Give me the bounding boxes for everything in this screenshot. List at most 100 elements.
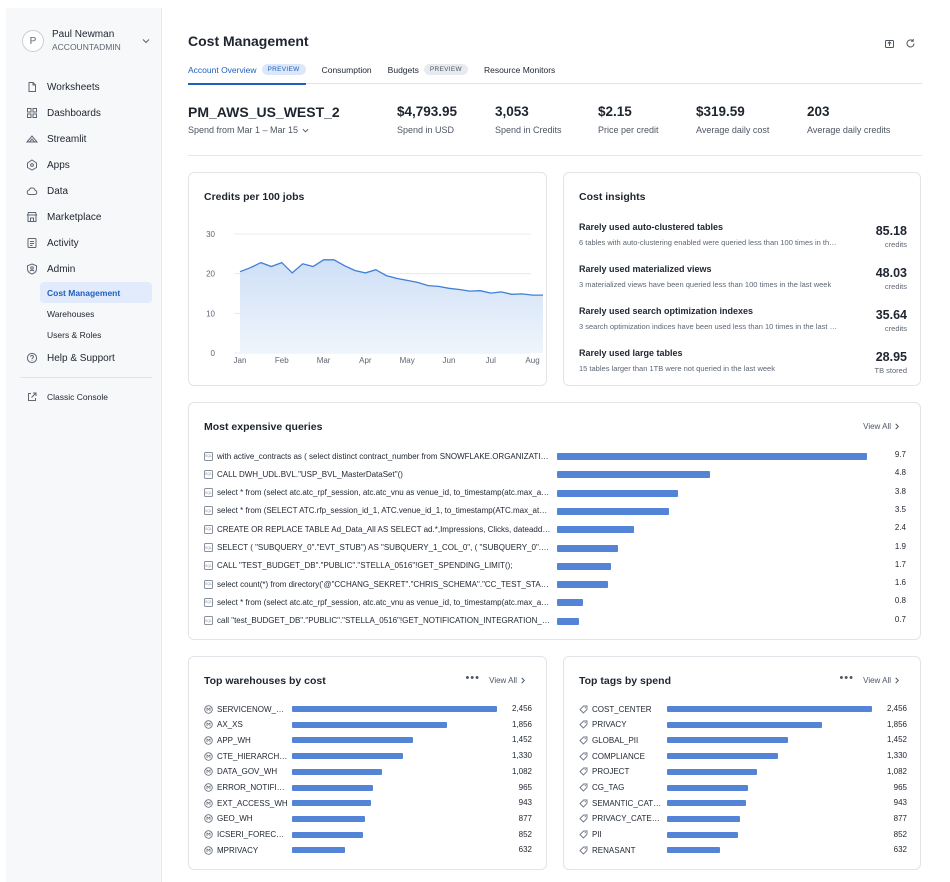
tag-row[interactable]: GLOBAL_PII 1,452 bbox=[579, 732, 907, 748]
query-text: select * from (select atc.atc_rpf_sessio… bbox=[217, 488, 551, 498]
view-all-label: View All bbox=[489, 676, 517, 685]
insight-item[interactable]: Rarely used large tables 15 tables large… bbox=[579, 348, 907, 384]
row-value: 1,452 bbox=[511, 735, 532, 745]
sidebar-item-classic-console[interactable]: Classic Console bbox=[6, 384, 162, 410]
sidebar-item-data[interactable]: Data bbox=[6, 178, 162, 204]
chart-x-tick-label: May bbox=[400, 356, 415, 365]
sidebar-subitem-cost-management[interactable]: Cost Management bbox=[40, 282, 152, 303]
sidebar-item-help[interactable]: Help & Support bbox=[6, 345, 162, 371]
row-bar bbox=[667, 815, 741, 822]
query-row[interactable]: SQL select * from (SELECT ATC.rfp_session… bbox=[204, 502, 906, 520]
sidebar-subitem-users-roles[interactable]: Users & Roles bbox=[47, 329, 102, 340]
view-all-link[interactable]: View All bbox=[489, 676, 526, 685]
tag-row[interactable]: PRIVACY 1,856 bbox=[579, 717, 907, 733]
row-bar bbox=[667, 784, 748, 791]
tag-row[interactable]: PROJECT 1,082 bbox=[579, 764, 907, 780]
tag-row[interactable]: COMPLIANCE 1,330 bbox=[579, 748, 907, 764]
query-text: call "test_BUDGET_DB"."PUBLIC"."STELLA_0… bbox=[217, 616, 551, 626]
view-all-link[interactable]: View All bbox=[863, 676, 900, 685]
sidebar-subitem-warehouses[interactable]: Warehouses bbox=[47, 308, 95, 319]
sidebar-item-marketplace[interactable]: Marketplace bbox=[6, 204, 162, 230]
tag-row[interactable]: SEMANTIC_CATEGORY 943 bbox=[579, 795, 907, 811]
sql-file-icon: SQL bbox=[204, 488, 213, 498]
metric-value: 3,053 bbox=[495, 104, 529, 119]
warehouse-row[interactable]: CTE_HIERARCHY_WH 1,330 bbox=[204, 748, 532, 764]
warehouse-icon bbox=[204, 704, 213, 714]
insight-item[interactable]: Rarely used materialized views 3 materia… bbox=[579, 264, 907, 300]
user-menu[interactable]: P Paul Newman ACCOUNTADMIN bbox=[14, 24, 156, 58]
row-value: 852 bbox=[893, 829, 907, 839]
tab-resource-monitors[interactable]: Resource Monitors bbox=[484, 62, 555, 84]
sidebar-item-worksheets[interactable]: Worksheets bbox=[6, 74, 162, 100]
sidebar-item-apps[interactable]: Apps bbox=[6, 152, 162, 178]
sidebar-item-label: Worksheets bbox=[47, 81, 100, 93]
row-name: CTE_HIERARCHY_WH bbox=[217, 751, 289, 761]
chevron-right-icon bbox=[895, 677, 899, 684]
tab-account-overview[interactable]: Account Overview PREVIEW bbox=[188, 62, 306, 85]
row-bar bbox=[292, 784, 373, 791]
date-range-select[interactable]: Spend from Mar 1 – Mar 15 bbox=[188, 125, 340, 135]
query-bar bbox=[557, 617, 580, 625]
expensive-queries-card: Most expensive queries View All SQL with … bbox=[188, 402, 921, 640]
warehouse-row[interactable]: ERROR_NOTIFICATION_WH 965 bbox=[204, 780, 532, 796]
query-row[interactable]: SQL CALL "TEST_BUDGET_DB"."PUBLIC"."STELL… bbox=[204, 557, 906, 575]
more-options-icon[interactable]: ••• bbox=[465, 672, 480, 684]
chart-y-tick-label: 10 bbox=[206, 309, 215, 318]
tab-consumption[interactable]: Consumption bbox=[322, 62, 372, 84]
warehouse-row[interactable]: GEO_WH 877 bbox=[204, 811, 532, 827]
tag-row[interactable]: PII 852 bbox=[579, 827, 907, 843]
sidebar-item-dashboards[interactable]: Dashboards bbox=[6, 100, 162, 126]
sidebar-nav: Worksheets Dashboards Streamlit Apps Dat… bbox=[6, 74, 162, 410]
warehouse-row[interactable]: DATA_GOV_WH 1,082 bbox=[204, 764, 532, 780]
row-name: SEMANTIC_CATEGORY bbox=[592, 798, 664, 808]
view-all-link[interactable]: View All bbox=[863, 422, 900, 431]
file-icon bbox=[26, 81, 38, 93]
insight-desc: 3 search optimization indices have been … bbox=[579, 322, 839, 331]
more-options-icon[interactable]: ••• bbox=[839, 672, 854, 684]
chart-x-tick-label: Feb bbox=[275, 356, 289, 365]
row-value: 1,330 bbox=[886, 751, 907, 761]
query-row[interactable]: SQL with active_contracts as ( select dis… bbox=[204, 447, 906, 465]
warehouse-row[interactable]: ICSERI_FORECAST 852 bbox=[204, 827, 532, 843]
metric-value: $4,793.95 bbox=[397, 104, 458, 119]
sidebar-divider bbox=[20, 377, 152, 378]
page-title: Cost Management bbox=[188, 33, 309, 49]
row-name: EXT_ACCESS_WH bbox=[217, 798, 288, 808]
tab-budgets[interactable]: Budgets PREVIEW bbox=[388, 62, 468, 84]
warehouse-row[interactable]: MPRIVACY 632 bbox=[204, 842, 532, 858]
query-row[interactable]: SQL select count(*) from directory('@"CCH… bbox=[204, 575, 906, 593]
warehouse-row[interactable]: APP_WH 1,452 bbox=[204, 732, 532, 748]
query-bar bbox=[557, 471, 711, 479]
row-bar-track bbox=[292, 768, 497, 775]
export-icon[interactable] bbox=[884, 36, 895, 48]
sidebar-item-streamlit[interactable]: Streamlit bbox=[6, 126, 162, 152]
warehouse-row[interactable]: SERVICENOW_WAREHOUSE 2,456 bbox=[204, 701, 532, 717]
warehouse-icon bbox=[204, 830, 213, 839]
query-row[interactable]: SQL CREATE OR REPLACE TABLE Ad_Data_All A… bbox=[204, 520, 906, 538]
tag-row[interactable]: COST_CENTER 2,456 bbox=[579, 701, 907, 717]
insight-unit: credits bbox=[884, 324, 907, 333]
warehouse-icon bbox=[204, 798, 213, 808]
sidebar-item-label: Streamlit bbox=[47, 133, 87, 145]
insight-item[interactable]: Rarely used search optimization indexes … bbox=[579, 306, 907, 342]
sidebar-item-admin[interactable]: Admin bbox=[6, 256, 162, 282]
row-bar bbox=[667, 768, 758, 775]
tag-row[interactable]: RENASANT 632 bbox=[579, 842, 907, 858]
query-row[interactable]: SQL CALL DWH_UDL.BVL."USP_BVL_MasterDataS… bbox=[204, 465, 906, 483]
warehouse-row[interactable]: EXT_ACCESS_WH 943 bbox=[204, 795, 532, 811]
row-bar bbox=[292, 815, 366, 822]
row-name: DATA_GOV_WH bbox=[217, 767, 278, 777]
refresh-icon[interactable] bbox=[905, 36, 916, 48]
tag-row[interactable]: CG_TAG 965 bbox=[579, 780, 907, 796]
tag-row[interactable]: PRIVACY_CATEGORY 877 bbox=[579, 811, 907, 827]
query-text: CREATE OR REPLACE TABLE Ad_Data_All AS S… bbox=[217, 524, 551, 534]
query-row[interactable]: SQL call "test_BUDGET_DB"."PUBLIC"."STELL… bbox=[204, 612, 906, 630]
insight-item[interactable]: Rarely used auto-clustered tables 6 tabl… bbox=[579, 222, 907, 258]
query-value: 4.8 bbox=[894, 468, 906, 478]
query-row[interactable]: SQL select * from (select atc.atc_rpf_ses… bbox=[204, 484, 906, 502]
row-bar bbox=[292, 706, 497, 712]
sidebar-item-activity[interactable]: Activity bbox=[6, 230, 162, 256]
warehouse-row[interactable]: AX_XS 1,856 bbox=[204, 717, 532, 733]
query-row[interactable]: SQL select * from (select atc.atc_rpf_ses… bbox=[204, 593, 906, 611]
query-row[interactable]: SQL SELECT ( "SUBQUERY_0"."EVT_STUB") AS … bbox=[204, 539, 906, 557]
